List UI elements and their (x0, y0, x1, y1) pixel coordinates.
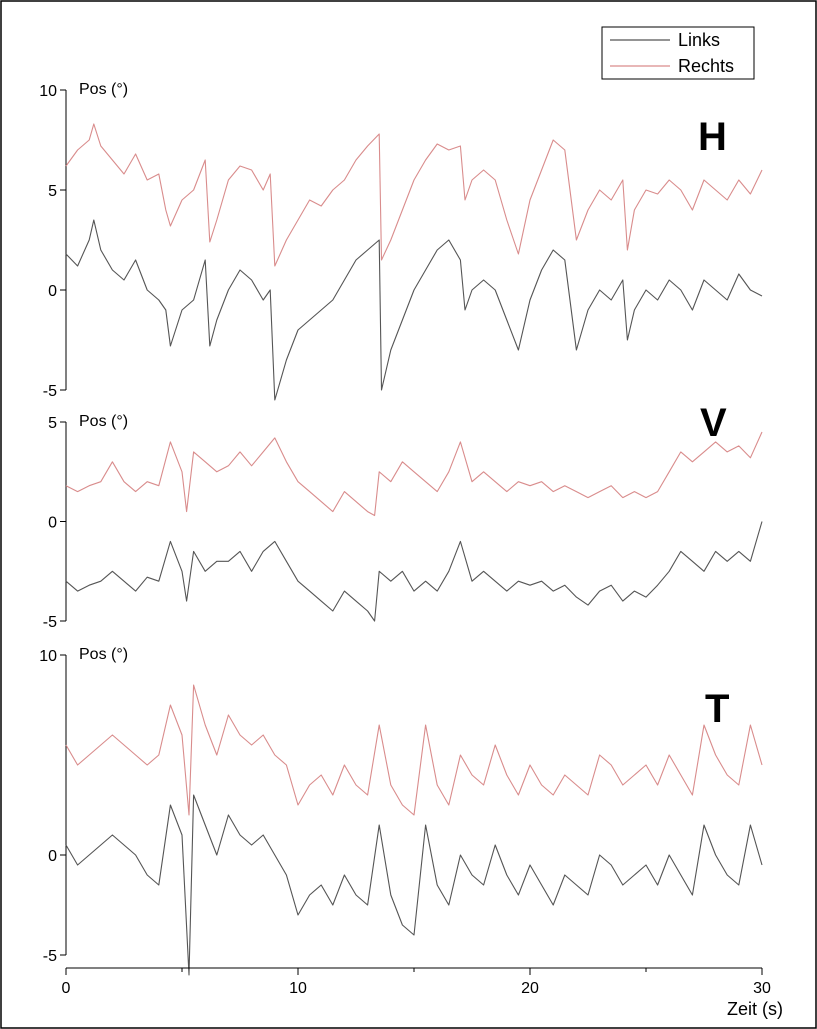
y-tick-label: 5 (48, 415, 57, 432)
y-tick-label: 0 (48, 515, 57, 532)
panel-v: -5 0 5 Pos (°) V (43, 401, 763, 631)
x-tick-label: 20 (521, 980, 539, 997)
legend-box (601, 26, 755, 80)
y-axis-title: Pos (°) (79, 646, 128, 663)
series-line-links (65, 794, 763, 976)
y-tick-label: 10 (39, 83, 57, 100)
x-tick-label: 0 (62, 980, 71, 997)
y-tick-label: 0 (48, 283, 57, 300)
series-line-rechts (65, 684, 763, 816)
x-tick-label: 30 (753, 980, 771, 997)
y-tick-label: 5 (48, 183, 57, 200)
series-line-links (65, 219, 763, 401)
y-tick-label: 10 (39, 648, 57, 665)
y-tick-label: -5 (43, 383, 57, 400)
series-line-rechts (65, 431, 763, 517)
panel-letter: V (700, 401, 727, 445)
series-line-rechts (65, 123, 763, 267)
x-axis-title: Zeit (s) (727, 999, 783, 1019)
legend: Links Rechts (601, 26, 755, 80)
y-axis-title: Pos (°) (79, 413, 128, 430)
panel-letter: T (705, 687, 729, 731)
y-axis-title: Pos (°) (79, 81, 128, 98)
y-tick-label: 0 (48, 848, 57, 865)
x-axis: 0 10 20 30 (62, 967, 771, 997)
y-tick-label: -5 (43, 948, 57, 965)
panels: -5 0 5 10 Pos (°) H -5 0 5 Pos (°) V -5 0 10 Pos (°) T (39, 81, 763, 976)
panel-letter: H (698, 115, 727, 159)
x-tick-label: 10 (289, 980, 307, 997)
panel-h: -5 0 5 10 Pos (°) H (39, 81, 763, 401)
panel-t: -5 0 10 Pos (°) T (39, 646, 763, 976)
y-tick-label: -5 (43, 614, 57, 631)
series-line-links (65, 521, 763, 622)
legend-label-rechts: Rechts (678, 56, 734, 76)
legend-label-links: Links (678, 30, 720, 50)
